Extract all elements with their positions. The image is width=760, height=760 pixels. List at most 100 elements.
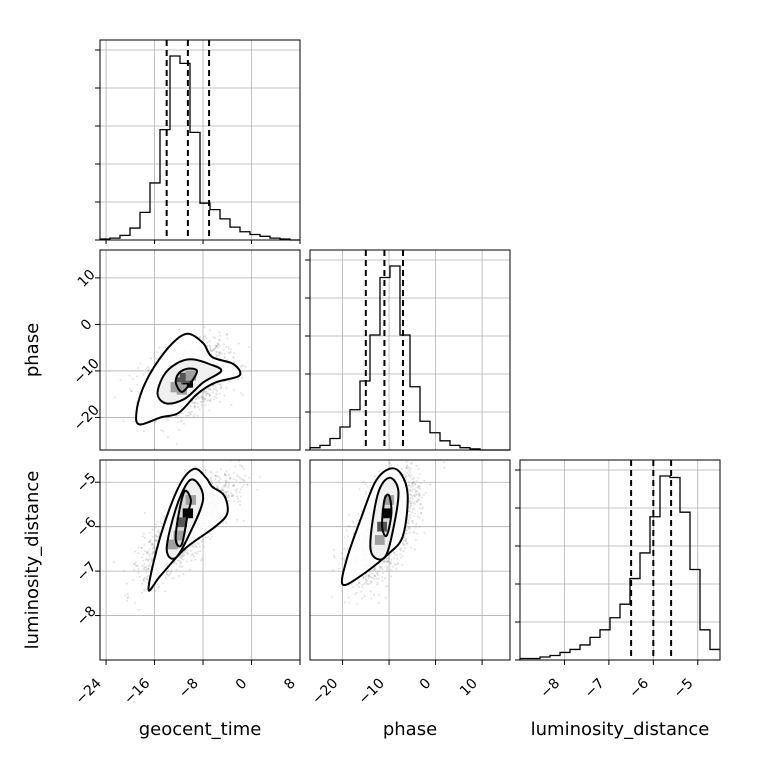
scatter-point (412, 522, 414, 525)
scatter-point (203, 390, 206, 393)
scatter-point (158, 346, 161, 349)
scatter-point (237, 342, 240, 345)
scatter-point (411, 488, 414, 491)
scatter-point (393, 551, 396, 554)
scatter-point (189, 412, 192, 415)
scatter-point (147, 550, 150, 553)
scatter-point (384, 577, 387, 580)
scatter-point (210, 535, 213, 538)
scatter-point (364, 578, 367, 581)
scatter-point (401, 555, 404, 558)
scatter-point (378, 570, 380, 573)
scatter-point (410, 462, 413, 465)
scatter-point (405, 532, 408, 535)
scatter-point (173, 577, 176, 580)
scatter-point (178, 428, 180, 431)
scatter-point (209, 470, 212, 473)
scatter-point (140, 547, 143, 549)
scatter-point (215, 486, 218, 489)
scatter-point (406, 518, 409, 521)
scatter-point (358, 582, 361, 585)
scatter-point (197, 402, 199, 405)
scatter-point (160, 352, 163, 355)
scatter-point (360, 510, 363, 513)
scatter-point (228, 380, 231, 383)
scatter-point (181, 565, 184, 568)
scatter-point (151, 559, 154, 562)
scatter-point (408, 531, 411, 534)
scatter-point (143, 589, 146, 591)
scatter-point (233, 389, 236, 392)
scatter-point (230, 492, 233, 495)
scatter-point (173, 562, 176, 564)
scatter-point (142, 373, 145, 376)
scatter-point (381, 579, 384, 582)
scatter-point (191, 401, 194, 404)
scatter-point (144, 549, 147, 552)
scatter-point (229, 476, 232, 479)
scatter-point (225, 482, 227, 485)
scatter-point (209, 387, 212, 390)
scatter-point (230, 348, 232, 351)
scatter-point (369, 576, 372, 578)
scatter-point (216, 351, 219, 354)
scatter-point (237, 378, 240, 381)
scatter-point (147, 575, 150, 577)
scatter-point (413, 488, 416, 491)
scatter-point (404, 476, 407, 479)
scatter-point (166, 419, 169, 422)
scatter-point (388, 462, 391, 465)
scatter-point (418, 525, 421, 528)
scatter-point (179, 420, 182, 423)
scatter-point (125, 582, 128, 585)
scatter-point (163, 515, 166, 518)
scatter-point (352, 586, 355, 588)
scatter-point (421, 519, 424, 522)
scatter-point (225, 480, 228, 483)
scatter-point (240, 365, 243, 368)
scatter-point (132, 563, 135, 566)
scatter-point (239, 481, 242, 484)
scatter-point (381, 568, 384, 571)
scatter-point (421, 508, 424, 511)
scatter-point (136, 384, 139, 386)
scatter-point (146, 551, 149, 554)
scatter-point (377, 601, 380, 604)
scatter-point (411, 478, 414, 481)
scatter-point (200, 401, 203, 404)
scatter-point (368, 582, 371, 585)
scatter-point (227, 347, 230, 350)
scatter-point (221, 353, 224, 356)
scatter-point (208, 349, 211, 352)
scatter-point (241, 466, 244, 469)
scatter-point (205, 392, 208, 395)
scatter-point (176, 421, 179, 423)
scatter-point (211, 385, 214, 387)
scatter-point (216, 485, 219, 488)
scatter-point (218, 482, 221, 485)
scatter-point (405, 467, 408, 470)
scatter-point (147, 567, 150, 570)
scatter-point (216, 475, 219, 478)
scatter-point (414, 538, 417, 541)
scatter-point (230, 495, 233, 498)
scatter-point (146, 369, 149, 372)
scatter-point (346, 535, 349, 538)
scatter-point (418, 485, 421, 488)
scatter-point (209, 349, 212, 352)
scatter-point (229, 350, 232, 353)
scatter-point (154, 523, 157, 526)
scatter-point (415, 490, 417, 492)
scatter-point (390, 575, 393, 578)
scatter-point (421, 506, 424, 509)
scatter-point (214, 388, 217, 391)
scatter-point (154, 589, 157, 592)
scatter-point (417, 485, 420, 488)
scatter-point (207, 388, 210, 390)
scatter-point (137, 552, 140, 555)
scatter-point (180, 416, 182, 419)
scatter-point (413, 512, 416, 515)
scatter-point (126, 596, 129, 599)
scatter-point (412, 481, 415, 484)
scatter-point (407, 484, 409, 487)
